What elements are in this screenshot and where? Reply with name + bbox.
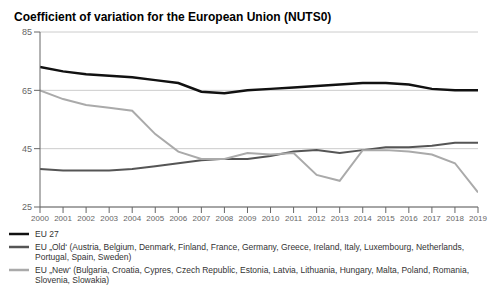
svg-text:2007: 2007 xyxy=(192,214,210,223)
svg-text:2016: 2016 xyxy=(400,214,418,223)
svg-text:2006: 2006 xyxy=(169,214,187,223)
html-text:Coefficient of variation for t: Coefficient of variation for the Europea… xyxy=(14,10,332,24)
svg-text:2005: 2005 xyxy=(146,214,164,223)
svg-text:2015: 2015 xyxy=(377,214,395,223)
html-text:EU „New‘ (Bulgaria, Croatia, C: EU „New‘ (Bulgaria, Croatia, Cypres, Cze… xyxy=(35,265,469,285)
svg-text:2002: 2002 xyxy=(77,214,95,223)
svg-text:2017: 2017 xyxy=(423,214,441,223)
svg-text:2013: 2013 xyxy=(331,214,349,223)
svg-text:2008: 2008 xyxy=(216,214,234,223)
svg-text:45: 45 xyxy=(22,144,32,154)
svg-text:25: 25 xyxy=(22,202,32,212)
svg-text:2000: 2000 xyxy=(31,214,49,223)
svg-text:85: 85 xyxy=(22,27,32,37)
svg-text:65: 65 xyxy=(22,86,32,96)
svg-text:2011: 2011 xyxy=(285,214,303,223)
html-text:EU „Old‘ (Austria, Belgium, De: EU „Old‘ (Austria, Belgium, Denmark, Fin… xyxy=(35,242,465,262)
svg-text:2018: 2018 xyxy=(446,214,464,223)
html-text:EU 27: EU 27 xyxy=(35,229,59,239)
svg-text:2014: 2014 xyxy=(354,214,372,223)
svg-text:2003: 2003 xyxy=(100,214,118,223)
svg-text:2001: 2001 xyxy=(54,214,72,223)
svg-text:2012: 2012 xyxy=(308,214,326,223)
svg-text:2019: 2019 xyxy=(469,214,487,223)
svg-text:2009: 2009 xyxy=(239,214,257,223)
svg-text:2004: 2004 xyxy=(123,214,141,223)
svg-text:2010: 2010 xyxy=(262,214,280,223)
